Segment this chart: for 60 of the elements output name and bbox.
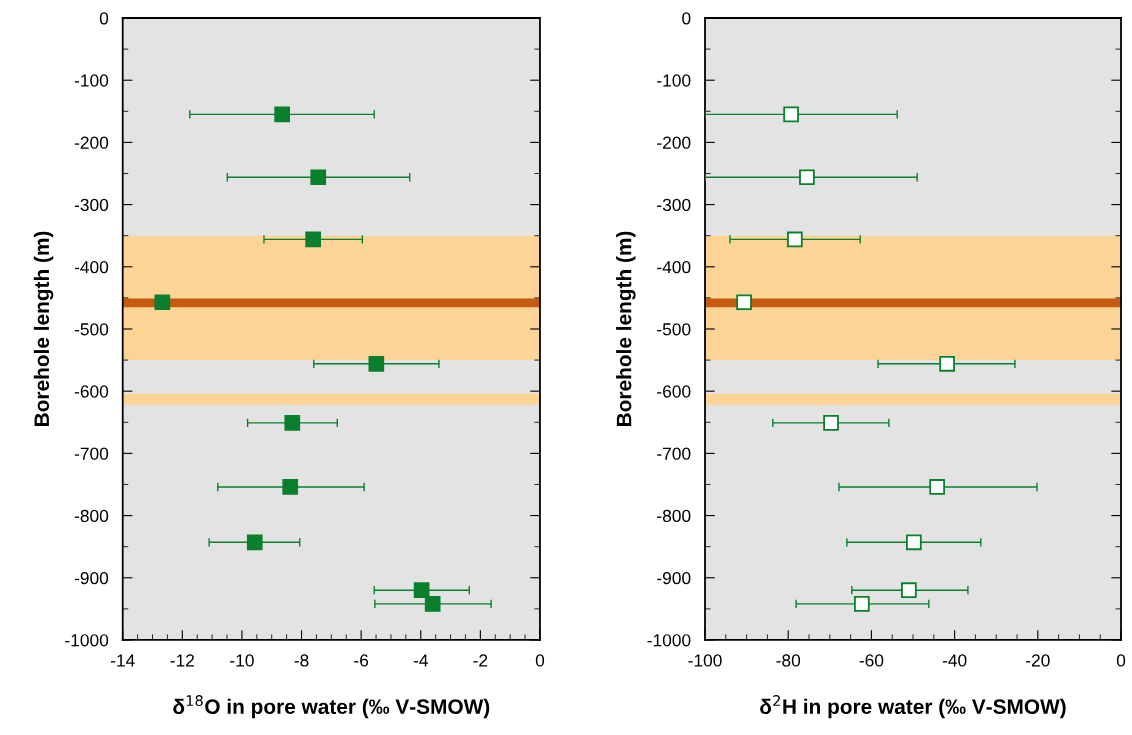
point <box>246 534 263 551</box>
x-tick-label: 0 <box>1116 654 1126 667</box>
point <box>736 294 752 311</box>
y-tick-label: -1000 <box>65 634 109 647</box>
y-tick-label: -600 <box>657 385 691 398</box>
y-tick-label: -600 <box>74 385 109 398</box>
y-tick-label: -300 <box>657 198 691 212</box>
point <box>783 106 799 123</box>
y-axis-title: Borehole length (m) <box>616 231 636 426</box>
x-tick-label: -80 <box>776 654 801 667</box>
point <box>154 294 171 311</box>
x-tick-label: -10 <box>230 654 254 667</box>
y-tick-label: -700 <box>657 447 691 460</box>
y-tick-label: -100 <box>657 74 691 87</box>
point <box>799 169 815 186</box>
point <box>274 106 291 123</box>
x-tick-label: -12 <box>170 654 194 667</box>
x-tick-label: -14 <box>110 654 135 667</box>
x-axis-title: δ$^{2}$H in pore water (‰ V-SMOW) <box>760 695 1066 719</box>
point <box>284 415 301 431</box>
point <box>905 534 922 551</box>
y-tick-label: -800 <box>657 509 691 523</box>
y-tick-label: -400 <box>74 260 109 274</box>
x-axis-title: δ$^{18}$O in pore water (‰ V-SMOW) <box>173 695 490 719</box>
point <box>823 415 839 431</box>
y-tick-label: 0 <box>682 12 691 25</box>
y-tick-label: -200 <box>657 136 691 149</box>
point <box>424 596 441 612</box>
point <box>310 169 327 186</box>
point <box>413 582 430 599</box>
point <box>305 231 322 248</box>
point <box>901 582 917 599</box>
x-tick-label: -20 <box>1026 654 1050 667</box>
y-tick-label: -100 <box>74 74 109 87</box>
point <box>929 479 945 495</box>
y-tick-label: -900 <box>657 571 691 585</box>
y-tick-label: -300 <box>74 198 109 212</box>
y-tick-label: -1000 <box>647 634 691 647</box>
y-tick-label: -500 <box>74 323 109 336</box>
x-tick-label: 0 <box>535 654 545 667</box>
point <box>787 231 803 248</box>
y-tick-label: -900 <box>74 571 109 585</box>
y-tick-label: -700 <box>74 447 109 460</box>
y-axis-title: Borehole length (m) <box>33 231 54 426</box>
x-tick-label: -2 <box>473 654 488 667</box>
x-tick-label: -100 <box>688 654 722 667</box>
x-tick-label: -40 <box>942 654 967 667</box>
x-tick-label: -60 <box>859 654 884 667</box>
x-tick-label: -6 <box>354 654 369 667</box>
x-tick-label: -8 <box>294 654 309 667</box>
point <box>853 596 870 612</box>
x-tick-label: -4 <box>413 654 428 667</box>
y-tick-label: -500 <box>657 323 691 336</box>
y-tick-label: -800 <box>74 509 109 523</box>
y-tick-label: -400 <box>657 260 691 274</box>
point <box>939 355 955 372</box>
point <box>282 479 299 495</box>
point <box>368 355 385 372</box>
y-tick-label: -200 <box>74 136 109 149</box>
y-tick-label: 0 <box>99 12 109 25</box>
